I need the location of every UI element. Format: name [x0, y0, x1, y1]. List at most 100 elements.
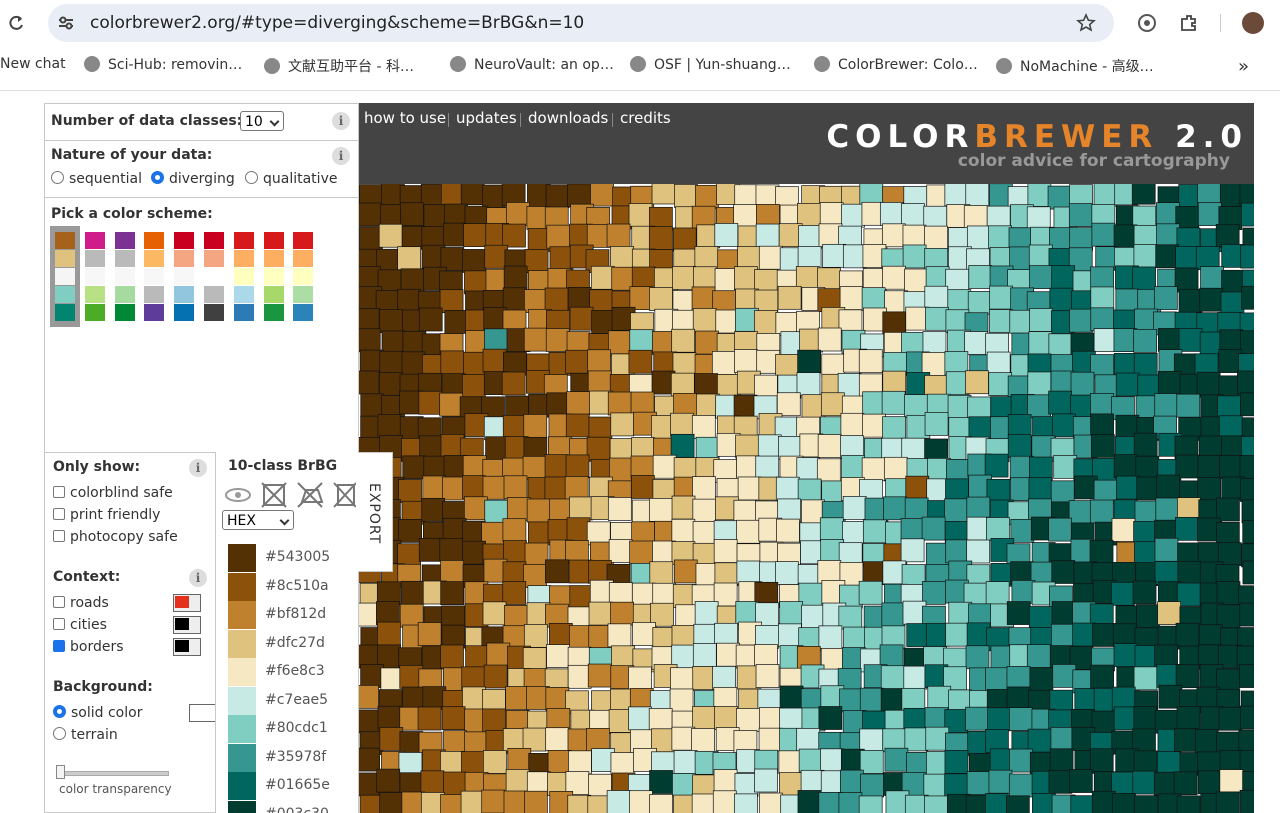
- scheme-swatch[interactable]: [293, 286, 314, 303]
- option[interactable]: terrain: [53, 727, 118, 743]
- scheme-swatch[interactable]: [293, 304, 314, 321]
- info-icon[interactable]: i: [332, 112, 350, 130]
- scheme-swatch[interactable]: [233, 268, 254, 285]
- scheme-swatch[interactable]: [114, 268, 135, 285]
- scheme-swatch[interactable]: [174, 250, 195, 267]
- site-info-icon[interactable]: [56, 13, 76, 33]
- scheme-swatch[interactable]: [233, 286, 254, 303]
- scheme-swatch[interactable]: [55, 250, 75, 267]
- checkbox[interactable]: [53, 530, 65, 542]
- scheme-swatch[interactable]: [144, 268, 165, 285]
- export-label[interactable]: EXPORT: [366, 483, 382, 545]
- scheme-swatch[interactable]: [144, 250, 165, 267]
- scheme-swatch[interactable]: [84, 268, 105, 285]
- scheme-swatch[interactable]: [263, 250, 284, 267]
- checkbox[interactable]: [53, 618, 65, 630]
- scheme-swatch[interactable]: [114, 304, 135, 321]
- option-label[interactable]: solid color: [71, 705, 143, 721]
- scheme-swatch[interactable]: [144, 232, 165, 249]
- bookmark-label[interactable]: OSF | Yun-shuang…: [654, 57, 791, 73]
- radio-button[interactable]: [53, 727, 66, 740]
- scheme-swatch[interactable]: [144, 304, 165, 321]
- option-label[interactable]: roads: [70, 595, 109, 611]
- bookmark-label[interactable]: 文献互助平台 - 科…: [288, 59, 414, 75]
- radio-button[interactable]: [53, 705, 66, 718]
- scheme-swatch[interactable]: [174, 232, 195, 249]
- scheme-swatch[interactable]: [263, 286, 284, 303]
- option-label[interactable]: photocopy safe: [70, 529, 178, 545]
- scheme-swatch[interactable]: [263, 232, 284, 249]
- bookmark-star[interactable]: [1076, 13, 1096, 33]
- bookmark[interactable]: NeuroVault: an op…: [450, 56, 614, 73]
- bookmark-label[interactable]: NoMachine - 高级…: [1020, 59, 1154, 75]
- option[interactable]: photocopy safe: [53, 529, 178, 545]
- scheme-swatch[interactable]: [84, 304, 105, 321]
- classes-select[interactable]: 10: [240, 111, 284, 131]
- option[interactable]: solid color: [53, 705, 142, 721]
- option-label[interactable]: qualitative: [263, 171, 338, 187]
- option[interactable]: sequential: [51, 171, 142, 187]
- scheme-swatch[interactable]: [55, 232, 75, 249]
- option-label[interactable]: cities: [70, 617, 107, 633]
- option[interactable]: roads: [53, 594, 201, 612]
- scheme-swatch[interactable]: [55, 268, 75, 285]
- scheme-swatch[interactable]: [84, 250, 105, 267]
- option[interactable]: borders: [53, 638, 201, 656]
- radio-button[interactable]: [245, 171, 258, 184]
- scheme-swatch[interactable]: [144, 286, 165, 303]
- option-label[interactable]: terrain: [71, 727, 118, 743]
- scheme-swatch[interactable]: [174, 304, 195, 321]
- scheme-swatch[interactable]: [293, 268, 314, 285]
- option-label[interactable]: sequential: [69, 171, 143, 187]
- bookmark[interactable]: New chat: [0, 56, 66, 72]
- checkbox[interactable]: [53, 596, 65, 608]
- option[interactable]: diverging: [151, 171, 235, 187]
- color-picker[interactable]: [173, 638, 201, 656]
- address-bar[interactable]: colorbrewer2.org/#type=diverging&scheme=…: [48, 4, 1114, 42]
- scheme-swatch[interactable]: [174, 286, 195, 303]
- scheme-swatch[interactable]: [204, 232, 224, 249]
- scheme-swatch[interactable]: [174, 268, 195, 285]
- scheme-swatch[interactable]: [114, 232, 135, 249]
- reload-button[interactable]: [6, 13, 26, 33]
- nav-link[interactable]: downloads: [528, 109, 609, 127]
- checkbox[interactable]: [53, 640, 65, 652]
- url-text[interactable]: colorbrewer2.org/#type=diverging&scheme=…: [90, 13, 585, 33]
- color-picker[interactable]: [189, 704, 217, 722]
- scheme-swatch[interactable]: [204, 268, 224, 285]
- bookmark[interactable]: ColorBrewer: Colo…: [814, 56, 978, 73]
- checkbox[interactable]: [53, 486, 65, 498]
- option[interactable]: cities: [53, 616, 201, 634]
- profile-avatar[interactable]: [1242, 12, 1264, 34]
- option-label[interactable]: borders: [70, 639, 124, 655]
- slider-handle[interactable]: [56, 765, 65, 779]
- scheme-swatch[interactable]: [204, 286, 224, 303]
- export-tab[interactable]: EXPORT: [358, 452, 393, 572]
- scheme-swatch[interactable]: [263, 304, 284, 321]
- scheme-swatch[interactable]: [114, 286, 135, 303]
- scheme-swatch[interactable]: [293, 250, 314, 267]
- radio-button[interactable]: [51, 171, 64, 184]
- scheme-swatch[interactable]: [204, 304, 224, 321]
- info-icon[interactable]: i: [332, 147, 350, 165]
- scheme-swatch[interactable]: [233, 250, 254, 267]
- option[interactable]: qualitative: [245, 171, 337, 187]
- nav-link[interactable]: credits: [620, 109, 671, 127]
- scheme-swatch[interactable]: [84, 232, 105, 249]
- scheme-swatch[interactable]: [233, 304, 254, 321]
- info-icon[interactable]: i: [189, 459, 207, 477]
- radio-button[interactable]: [151, 171, 164, 184]
- bookmark[interactable]: 文献互助平台 - 科…: [264, 56, 414, 76]
- bookmark[interactable]: NoMachine - 高级…: [996, 56, 1154, 76]
- bookmark-label[interactable]: New chat: [0, 56, 66, 72]
- scheme-swatch[interactable]: [55, 286, 75, 303]
- color-picker[interactable]: [173, 616, 201, 634]
- checkbox[interactable]: [53, 508, 65, 520]
- scheme-swatch[interactable]: [84, 286, 105, 303]
- bookmark-label[interactable]: Sci-Hub: removin…: [108, 57, 243, 73]
- option[interactable]: colorblind safe: [53, 485, 173, 501]
- info-icon[interactable]: i: [189, 569, 207, 587]
- scheme-swatch[interactable]: [233, 232, 254, 249]
- option-label[interactable]: colorblind safe: [70, 485, 173, 501]
- nav-link[interactable]: updates: [456, 109, 517, 127]
